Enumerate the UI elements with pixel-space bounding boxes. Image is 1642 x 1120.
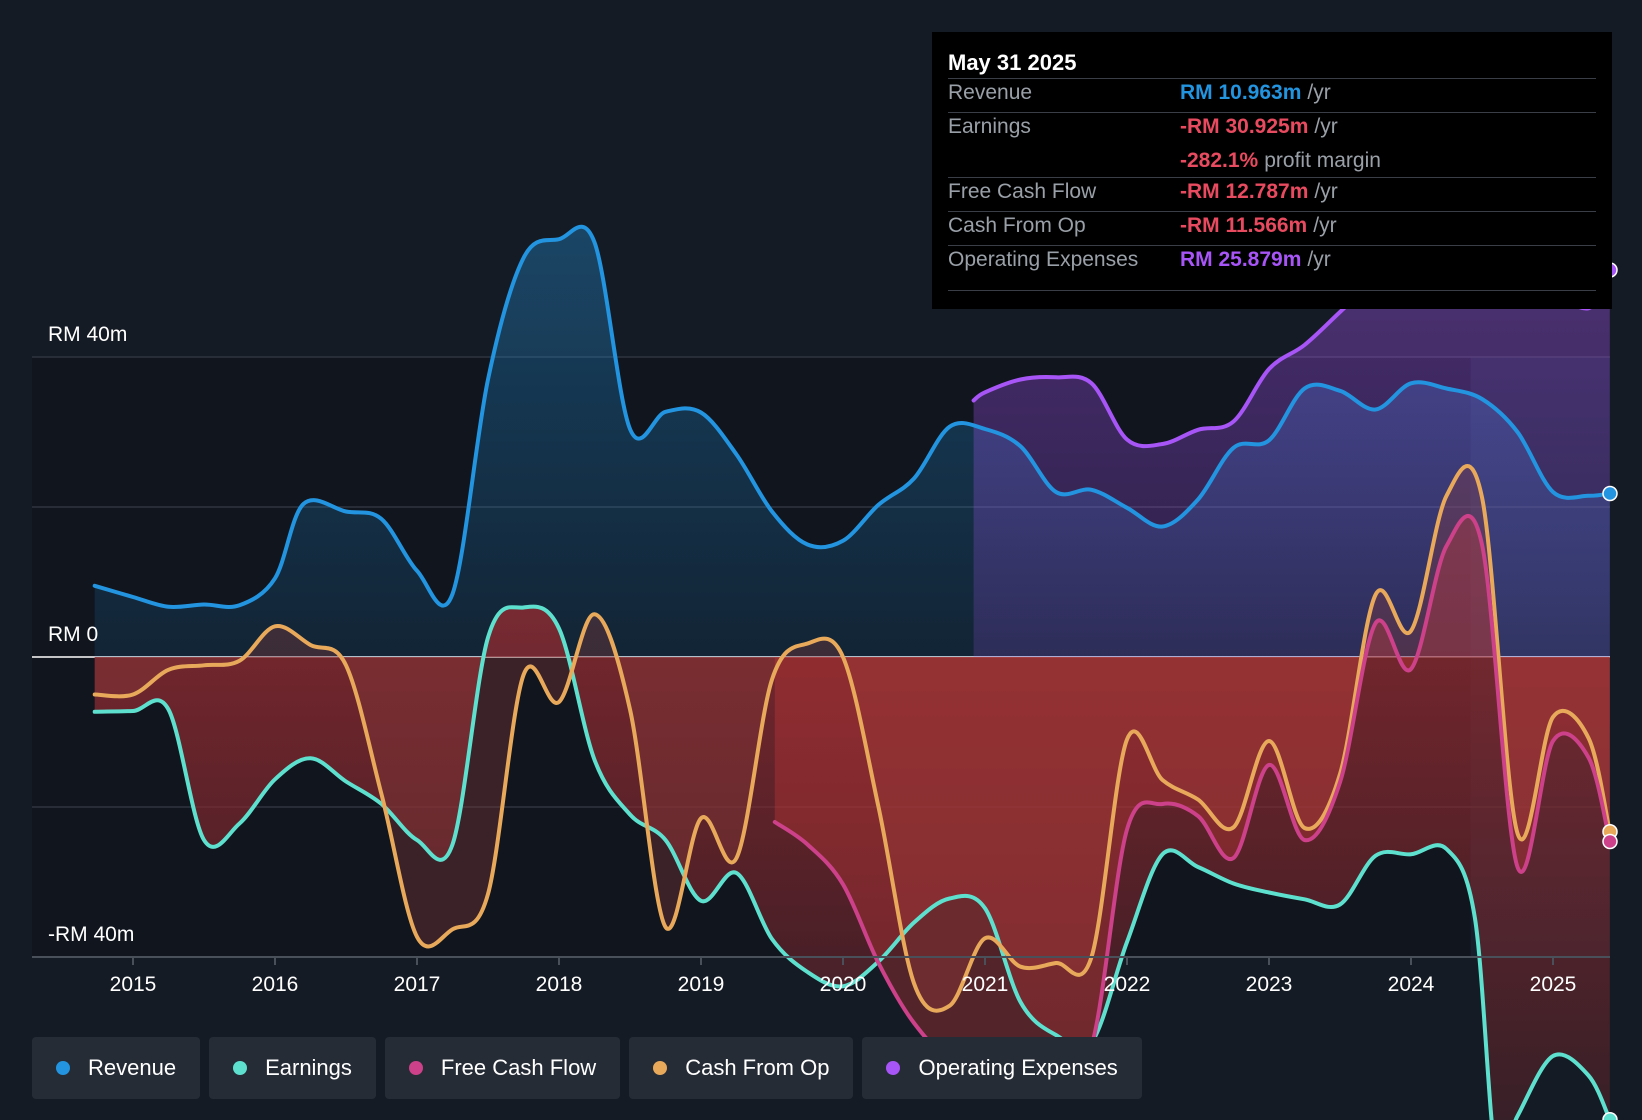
tooltip-value-text: -RM 12.787m (1180, 180, 1309, 203)
tooltip-unit: /yr (1307, 81, 1331, 104)
operating-expenses-area (973, 102, 1610, 658)
tooltip-value: RM 25.879m/yr (1180, 248, 1331, 272)
x-tick-label: 2015 (110, 973, 157, 996)
legend-dot (886, 1061, 901, 1075)
tooltip-unit: /yr (1314, 115, 1338, 138)
cash-from-op-area (94, 466, 1610, 1011)
tooltip-label: Free Cash Flow (948, 180, 1097, 203)
tooltip-label: Cash From Op (948, 214, 1086, 237)
tooltip-value: -RM 11.566m/yr (1180, 214, 1337, 238)
legend-item-free-cash-flow[interactable]: Free Cash Flow (384, 1037, 621, 1099)
tooltip-value: -RM 12.787m/yr (1180, 180, 1338, 204)
x-tick-label: 2021 (962, 973, 1009, 996)
legend-label: Revenue (88, 1055, 177, 1080)
tooltip-row-revenue: Revenue RM 10.963m/yr (948, 78, 1596, 113)
cash-from-op-line (92, 464, 1612, 1013)
legend-label: Operating Expenses (918, 1055, 1118, 1080)
revenue-line (92, 224, 1612, 610)
x-tick-label: 2020 (820, 973, 867, 996)
tooltip-value: RM 10.963m/yr (1180, 81, 1331, 105)
legend-label: Free Cash Flow (440, 1055, 597, 1080)
tooltip-margin: -282.1% profit margin (1180, 149, 1381, 173)
legend-item-revenue[interactable]: Revenue (32, 1037, 201, 1099)
legend-label: Cash From Op (685, 1055, 830, 1080)
tooltip-unit: /yr (1314, 180, 1338, 203)
tooltip-label: Earnings (948, 115, 1031, 138)
tooltip-unit: /yr (1307, 248, 1331, 271)
legend-item-earnings[interactable]: Earnings (209, 1037, 376, 1099)
free-cash-flow-area (774, 515, 1610, 1061)
legend-dot (56, 1061, 70, 1075)
free-cash-flow-endpoint (1602, 833, 1618, 850)
legend-dot (653, 1061, 668, 1075)
earnings-area (94, 606, 1610, 1120)
tooltip-label: Operating Expenses (948, 248, 1139, 271)
tooltip: May 31 2025 Revenue RM 10.963m/yr Earnin… (932, 32, 1612, 309)
legend: Revenue Earnings Free Cash Flow Cash Fro… (32, 1037, 1142, 1099)
legend-dot (233, 1061, 248, 1075)
tooltip-row-cfo: Cash From Op -RM 11.566m/yr (948, 211, 1596, 246)
tooltip-row-opex: Operating Expenses RM 25.879m/yr (948, 245, 1596, 280)
tooltip-unit: /yr (1313, 214, 1337, 237)
tooltip-unit: profit margin (1264, 149, 1381, 172)
tooltip-value-text: -282.1% (1180, 149, 1259, 172)
legend-label: Earnings (265, 1055, 352, 1080)
tooltip-value: -RM 30.925m/yr (1180, 115, 1338, 139)
legend-item-operating-expenses[interactable]: Operating Expenses (862, 1037, 1142, 1099)
revenue-endpoint (1602, 485, 1618, 502)
tooltip-label: Revenue (948, 81, 1033, 104)
tooltip-divider (948, 290, 1596, 291)
tooltip-row-fcf: Free Cash Flow -RM 12.787m/yr (948, 177, 1596, 212)
y-axis-label: RM 40m (48, 323, 127, 346)
x-tick-label: 2016 (252, 973, 299, 996)
x-tick-label: 2023 (1246, 973, 1293, 996)
tooltip-value-text: -RM 30.925m (1180, 115, 1309, 138)
y-axis-label: -RM 40m (48, 923, 134, 946)
tooltip-date: May 31 2025 (948, 50, 1077, 75)
legend-dot (408, 1061, 423, 1075)
x-tick-label: 2019 (678, 973, 725, 996)
tooltip-value-text: -RM 11.566m (1180, 214, 1308, 237)
earnings-endpoint (1602, 1112, 1618, 1120)
x-tick-label: 2018 (536, 973, 583, 996)
x-tick-label: 2024 (1388, 973, 1435, 996)
tooltip-value-text: RM 25.879m (1180, 248, 1302, 271)
x-tick-label: 2017 (394, 973, 441, 996)
tooltip-row-earnings: Earnings -RM 30.925m/yr -282.1% profit ma… (948, 112, 1596, 178)
tooltip-value-text: RM 10.963m (1180, 81, 1302, 104)
legend-item-cash-from-op[interactable]: Cash From Op (629, 1037, 854, 1099)
y-axis-label: RM 0 (48, 623, 98, 646)
x-tick-label: 2022 (1104, 973, 1151, 996)
x-tick-label: 2025 (1530, 973, 1577, 996)
